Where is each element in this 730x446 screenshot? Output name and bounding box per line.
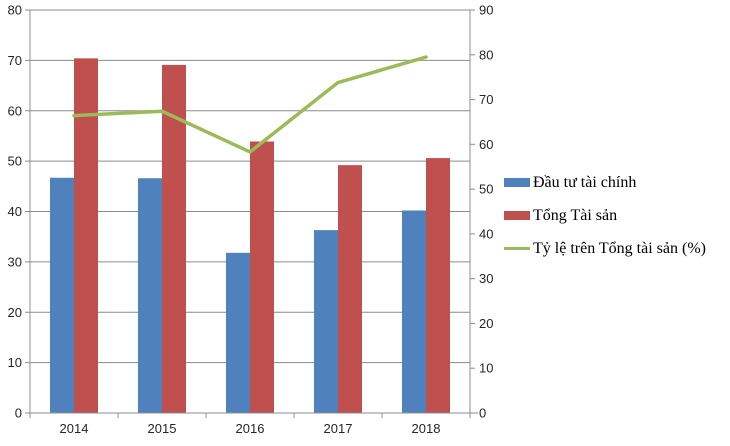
right-axis-tick-label: 0 bbox=[479, 406, 486, 421]
x-axis-category-label: 2015 bbox=[148, 421, 177, 436]
x-axis-category-label: 2018 bbox=[412, 421, 441, 436]
left-axis-tick-label: 50 bbox=[8, 154, 22, 169]
left-axis-tick-label: 10 bbox=[8, 355, 22, 370]
left-axis-tick-label: 40 bbox=[8, 204, 22, 219]
x-axis-category-label: 2017 bbox=[324, 421, 353, 436]
right-axis-tick-label: 80 bbox=[479, 47, 493, 62]
right-axis-tick-label: 60 bbox=[479, 137, 493, 152]
left-axis-tick-label: 80 bbox=[8, 3, 22, 18]
left-axis-tick-label: 0 bbox=[15, 406, 22, 421]
bar-2017-series-1 bbox=[338, 165, 362, 413]
x-axis-category-label: 2016 bbox=[236, 421, 265, 436]
right-axis-tick-label: 10 bbox=[479, 361, 493, 376]
legend-item-tong-tai-san: Tổng Tài sản bbox=[504, 206, 706, 225]
legend-label-tong-tai-san: Tổng Tài sản bbox=[533, 207, 618, 224]
right-axis-tick-label: 20 bbox=[479, 316, 493, 331]
legend-swatch-blue-bar-icon bbox=[504, 178, 530, 187]
left-axis-tick-label: 70 bbox=[8, 53, 22, 68]
bar-2016-series-1 bbox=[250, 141, 274, 413]
bar-2015-series-1 bbox=[162, 64, 186, 413]
bar-2014-series-1 bbox=[74, 58, 98, 414]
line-series bbox=[72, 55, 428, 154]
bar-2015-series-0 bbox=[138, 178, 162, 413]
bar-2018-series-1 bbox=[426, 158, 450, 413]
legend: Đầu tư tài chính Tổng Tài sản Tỷ lệ trên… bbox=[504, 173, 706, 258]
left-axis-tick-label: 20 bbox=[8, 305, 22, 320]
legend-label-ty-le: Tỷ lệ trên Tổng tài sản (%) bbox=[533, 240, 706, 257]
right-axis-tick-label: 30 bbox=[479, 271, 493, 286]
legend-swatch-green-line-icon bbox=[504, 247, 530, 250]
x-axis-category-label: 2014 bbox=[60, 421, 89, 436]
bar-2017-series-0 bbox=[314, 230, 338, 413]
bar-2018-series-0 bbox=[402, 210, 426, 413]
left-axis-tick-label: 60 bbox=[8, 103, 22, 118]
legend-label-dau-tu-tai-chinh: Đầu tư tài chính bbox=[533, 174, 637, 191]
right-axis-tick-label: 50 bbox=[479, 182, 493, 197]
right-axis-tick-label: 90 bbox=[479, 3, 493, 18]
bar-2016-series-0 bbox=[226, 252, 250, 413]
legend-item-dau-tu-tai-chinh: Đầu tư tài chính bbox=[504, 173, 706, 192]
legend-item-ty-le: Tỷ lệ trên Tổng tài sản (%) bbox=[504, 239, 706, 258]
right-axis-tick-label: 40 bbox=[479, 226, 493, 241]
legend-swatch-red-bar-icon bbox=[504, 211, 530, 220]
left-axis-tick-label: 30 bbox=[8, 254, 22, 269]
right-axis-tick-label: 70 bbox=[479, 92, 493, 107]
bar-2014-series-0 bbox=[50, 177, 74, 413]
